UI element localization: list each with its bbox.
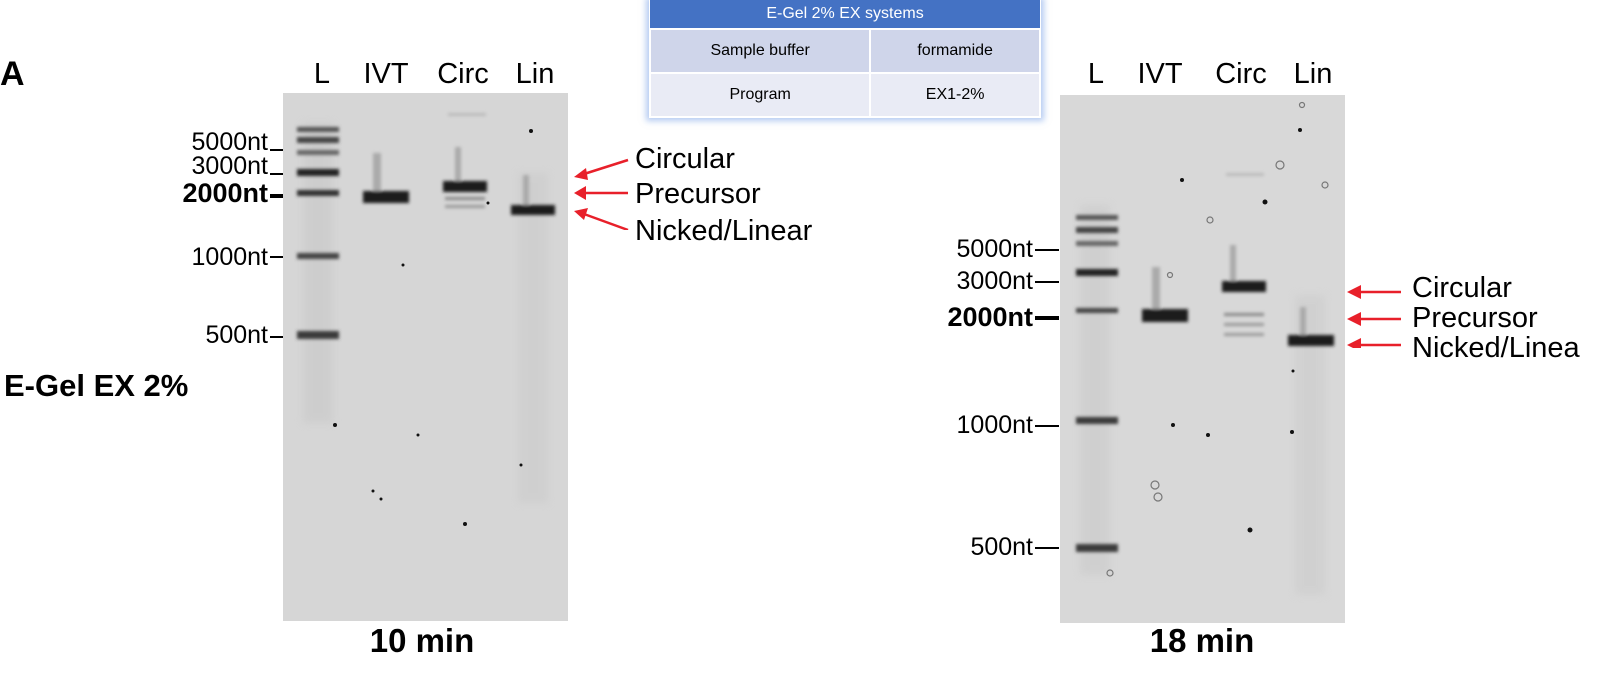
arrows-left bbox=[574, 158, 629, 230]
panel-letter: A bbox=[0, 55, 25, 93]
lane-label-ivt: IVT bbox=[1137, 58, 1183, 90]
marker-5000: 5000nt bbox=[956, 235, 1033, 263]
gel-title: E-Gel EX 2% bbox=[4, 368, 189, 403]
band-label-circular: Circular bbox=[1412, 272, 1512, 304]
marker-tick bbox=[1035, 249, 1059, 251]
marker-tick bbox=[1035, 281, 1059, 283]
band-label-precursor: Precursor bbox=[635, 178, 761, 210]
table-cell-label: Program bbox=[648, 72, 872, 118]
table-cell-value: EX1-2% bbox=[869, 72, 1041, 118]
table-cell-value: formamide bbox=[869, 28, 1041, 74]
conditions-table: E-Gel 2% EX systems Sample buffer formam… bbox=[648, 0, 1041, 118]
lane-label-ladder: L bbox=[1087, 58, 1105, 90]
marker-3000: 3000nt bbox=[191, 152, 268, 180]
band-label-circular: Circular bbox=[635, 143, 735, 175]
marker-tick bbox=[1035, 316, 1059, 320]
table-cell-label: Sample buffer bbox=[648, 28, 872, 74]
band-label-nicked-linear: Nicked/Linear bbox=[635, 215, 813, 247]
marker-5000: 5000nt bbox=[191, 128, 268, 156]
lane-label-lin: Lin bbox=[1293, 58, 1333, 90]
marker-500: 500nt bbox=[970, 533, 1033, 561]
marker-tick bbox=[1035, 425, 1059, 427]
table-title: E-Gel 2% EX systems bbox=[650, 0, 1040, 29]
time-label-18min: 18 min bbox=[1149, 622, 1255, 659]
marker-2000: 2000nt bbox=[947, 302, 1033, 332]
marker-2000: 2000nt bbox=[182, 178, 268, 208]
arrows-right bbox=[1347, 285, 1401, 348]
band-label-nicked-linear: Nicked/Linea bbox=[1412, 332, 1580, 364]
gel-image-18min bbox=[1060, 95, 1345, 623]
lane-label-circ: Circ bbox=[437, 58, 489, 90]
lane-label-ladder: L bbox=[313, 58, 331, 90]
table-row: Sample buffer formamide bbox=[648, 28, 1041, 74]
marker-500: 500nt bbox=[205, 321, 268, 349]
lane-label-ivt: IVT bbox=[363, 58, 409, 90]
marker-1000: 1000nt bbox=[191, 243, 268, 271]
marker-1000: 1000nt bbox=[956, 411, 1033, 439]
time-label-10min: 10 min bbox=[369, 622, 475, 659]
band-label-precursor: Precursor bbox=[1412, 302, 1538, 334]
marker-tick bbox=[1035, 547, 1059, 549]
marker-3000: 3000nt bbox=[956, 267, 1033, 295]
lane-label-circ: Circ bbox=[1215, 58, 1267, 90]
table-row: Program EX1-2% bbox=[648, 72, 1041, 118]
gel-image-10min bbox=[283, 93, 568, 621]
lane-label-lin: Lin bbox=[515, 58, 555, 90]
